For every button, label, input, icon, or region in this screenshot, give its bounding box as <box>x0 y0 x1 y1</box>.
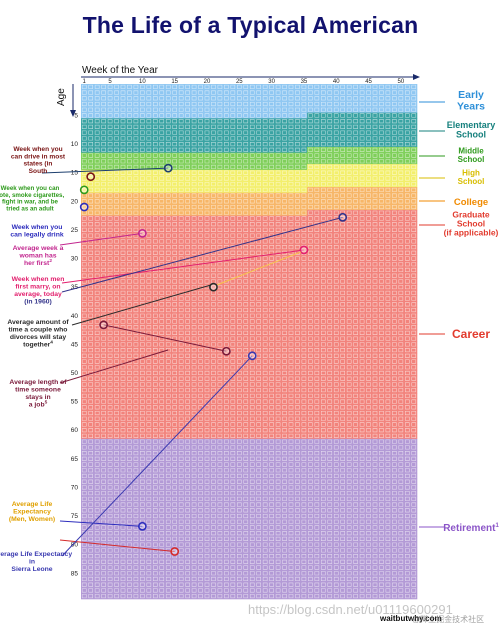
event-marker <box>299 245 309 255</box>
x-tick-label: 30 <box>268 79 275 85</box>
y-tick-label: 75 <box>71 513 79 520</box>
x-axis-label: Week of the Year <box>82 65 159 76</box>
svg-text:Retirement1: Retirement1 <box>443 523 499 534</box>
x-tick-label: 1 <box>83 79 87 85</box>
annotation-label: Week when you can legally drink <box>10 224 63 238</box>
phase-label: Career <box>419 327 490 341</box>
annotation-label: Average length of time someone stays in a j… <box>9 379 67 408</box>
x-tick-label: 5 <box>108 79 112 85</box>
y-tick-label: 85 <box>71 570 79 577</box>
y-tick-labels: 5 10 15 20 25 30 35 40 45 50 55 60 65 70 75 80 85 <box>71 112 79 577</box>
y-tick-label: 80 <box>71 542 79 549</box>
annotation-label: Average amount of time a couple who divorc… <box>7 319 69 348</box>
site-credit: waitbutwhy.com <box>380 614 442 623</box>
y-tick-label: 55 <box>71 399 79 406</box>
annotation-label: Week when you can drive in most states (in… <box>11 146 66 175</box>
event-marker <box>79 202 89 212</box>
event-marker <box>247 351 257 361</box>
x-tick-label: 50 <box>398 79 405 85</box>
event-marker <box>99 320 109 330</box>
annotation-label: Week when you can vote, smoke cigarettes,… <box>0 185 64 212</box>
x-tick-label: 10 <box>139 79 146 85</box>
y-tick-label: 70 <box>71 484 79 491</box>
phase-label: Early Years <box>419 89 485 112</box>
event-marker <box>137 228 147 238</box>
annotation-line <box>216 251 302 286</box>
x-tick-labels: 1 5 10 15 20 25 30 35 40 45 50 <box>83 79 405 85</box>
chart-title: The Life of a Typical American <box>82 12 419 38</box>
y-axis-label: Age <box>56 88 67 106</box>
annotation-label: Average Life Expectancy (Men, Women) <box>9 501 55 523</box>
y-tick-label: 15 <box>71 170 79 177</box>
event-marker <box>209 282 218 292</box>
phase-label: Middle School <box>419 147 484 164</box>
annotation-line <box>59 520 143 527</box>
y-tick-label: 45 <box>71 341 79 348</box>
weeks-grid <box>81 84 418 600</box>
annotation-line <box>41 167 169 174</box>
y-tick-label: 30 <box>71 256 79 263</box>
annotation-line <box>59 539 175 553</box>
phase-label: Elementary School <box>419 120 496 140</box>
y-tick-label: 35 <box>71 284 79 291</box>
annotation-texts: Week when you can drive in most states (in… <box>0 146 72 573</box>
y-axis-arrow <box>70 84 76 117</box>
annotation-label: Average week a woman has her first2 <box>13 245 64 267</box>
y-tick-label: 20 <box>71 198 79 205</box>
annotation-line <box>61 216 343 293</box>
annotation-lines <box>41 163 348 557</box>
x-tick-label: 15 <box>171 79 178 85</box>
watermark-url: https://blog.csdn.net/u01119600291 <box>248 602 453 617</box>
y-tick-label: 50 <box>71 370 79 377</box>
event-marker <box>137 521 147 531</box>
y-tick-label: 65 <box>71 456 79 463</box>
event-marker <box>163 163 173 173</box>
x-tick-label: 20 <box>204 79 211 85</box>
x-axis-arrow <box>81 74 420 80</box>
phase-label: Retirement1 <box>419 523 499 534</box>
svg-text:Career: Career <box>452 327 490 341</box>
y-tick-label: 5 <box>74 112 78 119</box>
annotation-line <box>59 349 169 384</box>
y-tick-label: 10 <box>71 141 79 148</box>
y-tick-label: 60 <box>71 427 79 434</box>
y-tick-label: 40 <box>71 313 79 320</box>
watermark-cn: @稀土掘金技术社区 <box>412 615 485 624</box>
annotation-line <box>61 249 304 284</box>
event-marker <box>170 547 180 556</box>
x-tick-label: 45 <box>365 79 372 85</box>
event-marker <box>338 212 348 222</box>
phase-label: Graduate School (if applicable) <box>419 210 499 238</box>
phase-label: High School <box>419 169 484 186</box>
y-tick-label: 25 <box>71 227 79 234</box>
event-marker <box>86 172 96 182</box>
event-marker <box>221 346 231 356</box>
annotation-line <box>59 232 143 246</box>
annotation-label: Week when men first marry, on average, tod… <box>12 276 65 305</box>
x-tick-label: 25 <box>236 79 243 85</box>
annotation-line <box>71 284 211 326</box>
phase-labels: Early Years Elementary School Middle School Hi… <box>419 89 499 534</box>
annotation-line <box>103 324 227 352</box>
annotation-line <box>61 355 253 557</box>
event-marker <box>79 185 89 195</box>
x-tick-label: 35 <box>301 79 308 85</box>
x-tick-label: 40 <box>333 79 340 85</box>
phase-label: College <box>419 197 488 208</box>
svg-text:College: College <box>454 197 488 208</box>
